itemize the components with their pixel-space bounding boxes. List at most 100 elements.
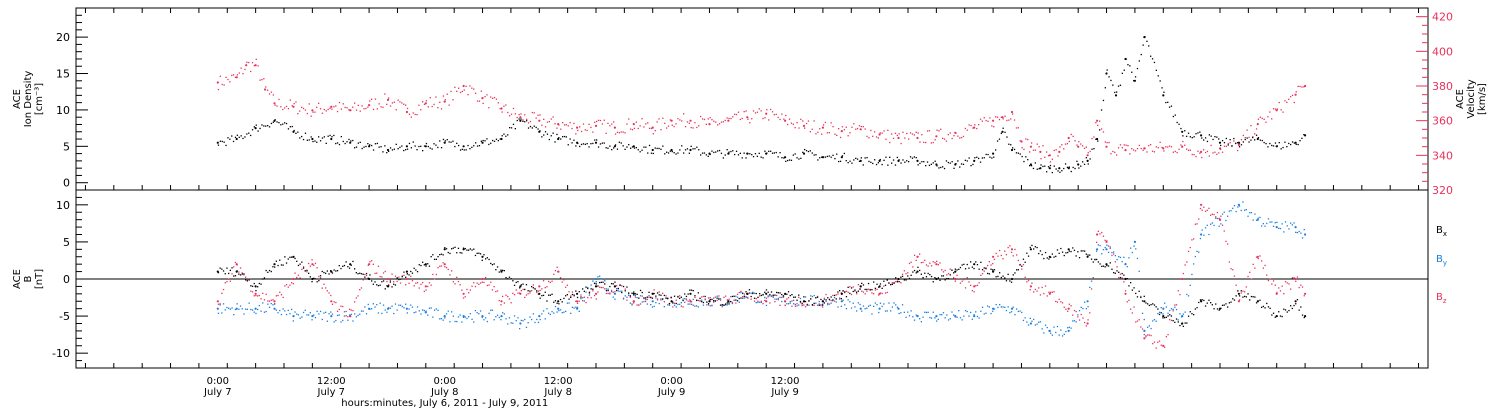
ion-density-series-point — [951, 161, 953, 163]
ion-density-series-point — [698, 149, 700, 151]
bx-series-data-point — [1200, 300, 1203, 303]
bz-series-point — [925, 264, 928, 266]
velocity-series-point — [378, 103, 380, 105]
bx-series-point — [963, 263, 965, 265]
by-series-point — [675, 306, 677, 308]
bz-series-point — [515, 289, 517, 291]
bx-series-point — [382, 280, 385, 282]
velocity-series-point — [405, 104, 407, 106]
velocity-series-point — [473, 88, 475, 90]
bx-series-point — [713, 300, 715, 302]
bx-series-point — [228, 272, 230, 275]
y-axis-label-line: [nT] — [34, 269, 45, 289]
velocity-series-point — [1085, 146, 1087, 148]
by-series-point — [1073, 320, 1076, 322]
by-series-point — [525, 326, 528, 328]
bx-series-point — [646, 296, 648, 298]
ion-density-series-point — [656, 147, 658, 150]
velocity-series-point — [1242, 134, 1244, 137]
ion-density-series-data-point — [746, 152, 749, 155]
by-series-point — [1267, 218, 1270, 220]
ion-density-series-point — [1172, 115, 1174, 118]
by-series-data-point — [1124, 263, 1127, 266]
bx-series-point — [755, 292, 757, 295]
bz-series-point — [578, 300, 580, 302]
by-series-point — [342, 319, 344, 322]
bx-series-point — [493, 263, 495, 265]
by-series-point — [416, 306, 419, 308]
velocity-series-point — [624, 132, 626, 134]
ion-density-series-point — [450, 141, 452, 143]
y-right-tick-label: 380 — [1432, 80, 1453, 93]
by-series-point — [718, 297, 720, 299]
bx-series-point — [1097, 261, 1099, 263]
ion-density-series-point — [261, 124, 263, 126]
velocity-series-point — [299, 110, 301, 112]
ion-density-series-point — [522, 120, 524, 122]
by-series-point — [782, 296, 785, 298]
velocity-series-point — [957, 135, 959, 137]
by-series-point — [617, 290, 619, 292]
by-series-point — [1213, 224, 1215, 227]
by-series-point — [374, 306, 376, 308]
velocity-series-point — [631, 129, 634, 131]
bz-series-point — [667, 297, 669, 299]
bz-series-point — [745, 296, 747, 299]
by-series-point — [1298, 230, 1300, 233]
ion-density-series-point — [953, 167, 955, 169]
ion-density-series-point — [677, 152, 679, 154]
bx-series-point — [670, 296, 672, 298]
by-series-point — [1230, 210, 1232, 212]
ion-density-series-point — [582, 143, 585, 145]
velocity-series-point — [316, 106, 318, 108]
ion-density-series-point — [512, 123, 515, 125]
velocity-series-data-point — [1200, 150, 1203, 153]
bx-series-point — [881, 287, 883, 289]
bz-series-point — [1004, 250, 1006, 252]
bx-series-point — [886, 279, 888, 281]
by-series-point — [343, 311, 346, 313]
velocity-series-point — [709, 117, 711, 119]
y-right-axis-label-line: [km/s] — [1477, 83, 1488, 115]
velocity-series-point — [363, 108, 365, 110]
by-series-point — [323, 312, 325, 314]
velocity-series-point — [529, 120, 532, 123]
ion-density-series-point — [618, 141, 620, 143]
bz-series-point — [833, 300, 836, 302]
bx-series-point — [845, 296, 848, 298]
by-series-point — [537, 321, 540, 324]
bz-series-point — [263, 299, 266, 301]
bx-series-point — [485, 258, 487, 260]
bz-series-point — [1135, 321, 1137, 323]
bx-series-point — [1218, 309, 1220, 311]
by-series-point — [1235, 210, 1237, 213]
bx-series-point — [1249, 299, 1251, 301]
ion-density-series-point — [732, 150, 734, 152]
bx-series-point — [1211, 304, 1213, 306]
ion-density-series-data-point — [613, 145, 617, 148]
bz-series-point — [326, 290, 328, 292]
by-series-point — [1029, 317, 1031, 319]
velocity-series-point — [917, 132, 919, 134]
bx-series-point — [976, 264, 979, 266]
bx-series-point — [993, 269, 996, 271]
bx-series-point — [896, 281, 899, 283]
ion-density-series-point — [1083, 163, 1086, 165]
bz-series-point — [340, 305, 342, 307]
velocity-series-data-point — [576, 126, 579, 129]
ion-density-series-point — [284, 122, 286, 124]
by-series-point — [673, 304, 676, 306]
ion-density-series-point — [1274, 142, 1277, 144]
velocity-series-point — [1163, 150, 1165, 152]
bx-series-point — [781, 293, 783, 296]
bz-series-point — [1060, 301, 1062, 303]
by-series-point — [961, 319, 963, 321]
ion-density-series-point — [658, 147, 660, 150]
bx-series-point — [1009, 280, 1011, 282]
velocity-series-data-point — [746, 116, 749, 119]
velocity-series-point — [371, 98, 373, 100]
bz-series-point — [959, 282, 962, 284]
ion-density-series-point — [486, 138, 488, 140]
velocity-series-point — [1229, 142, 1231, 144]
ion-density-series-point — [898, 159, 900, 161]
